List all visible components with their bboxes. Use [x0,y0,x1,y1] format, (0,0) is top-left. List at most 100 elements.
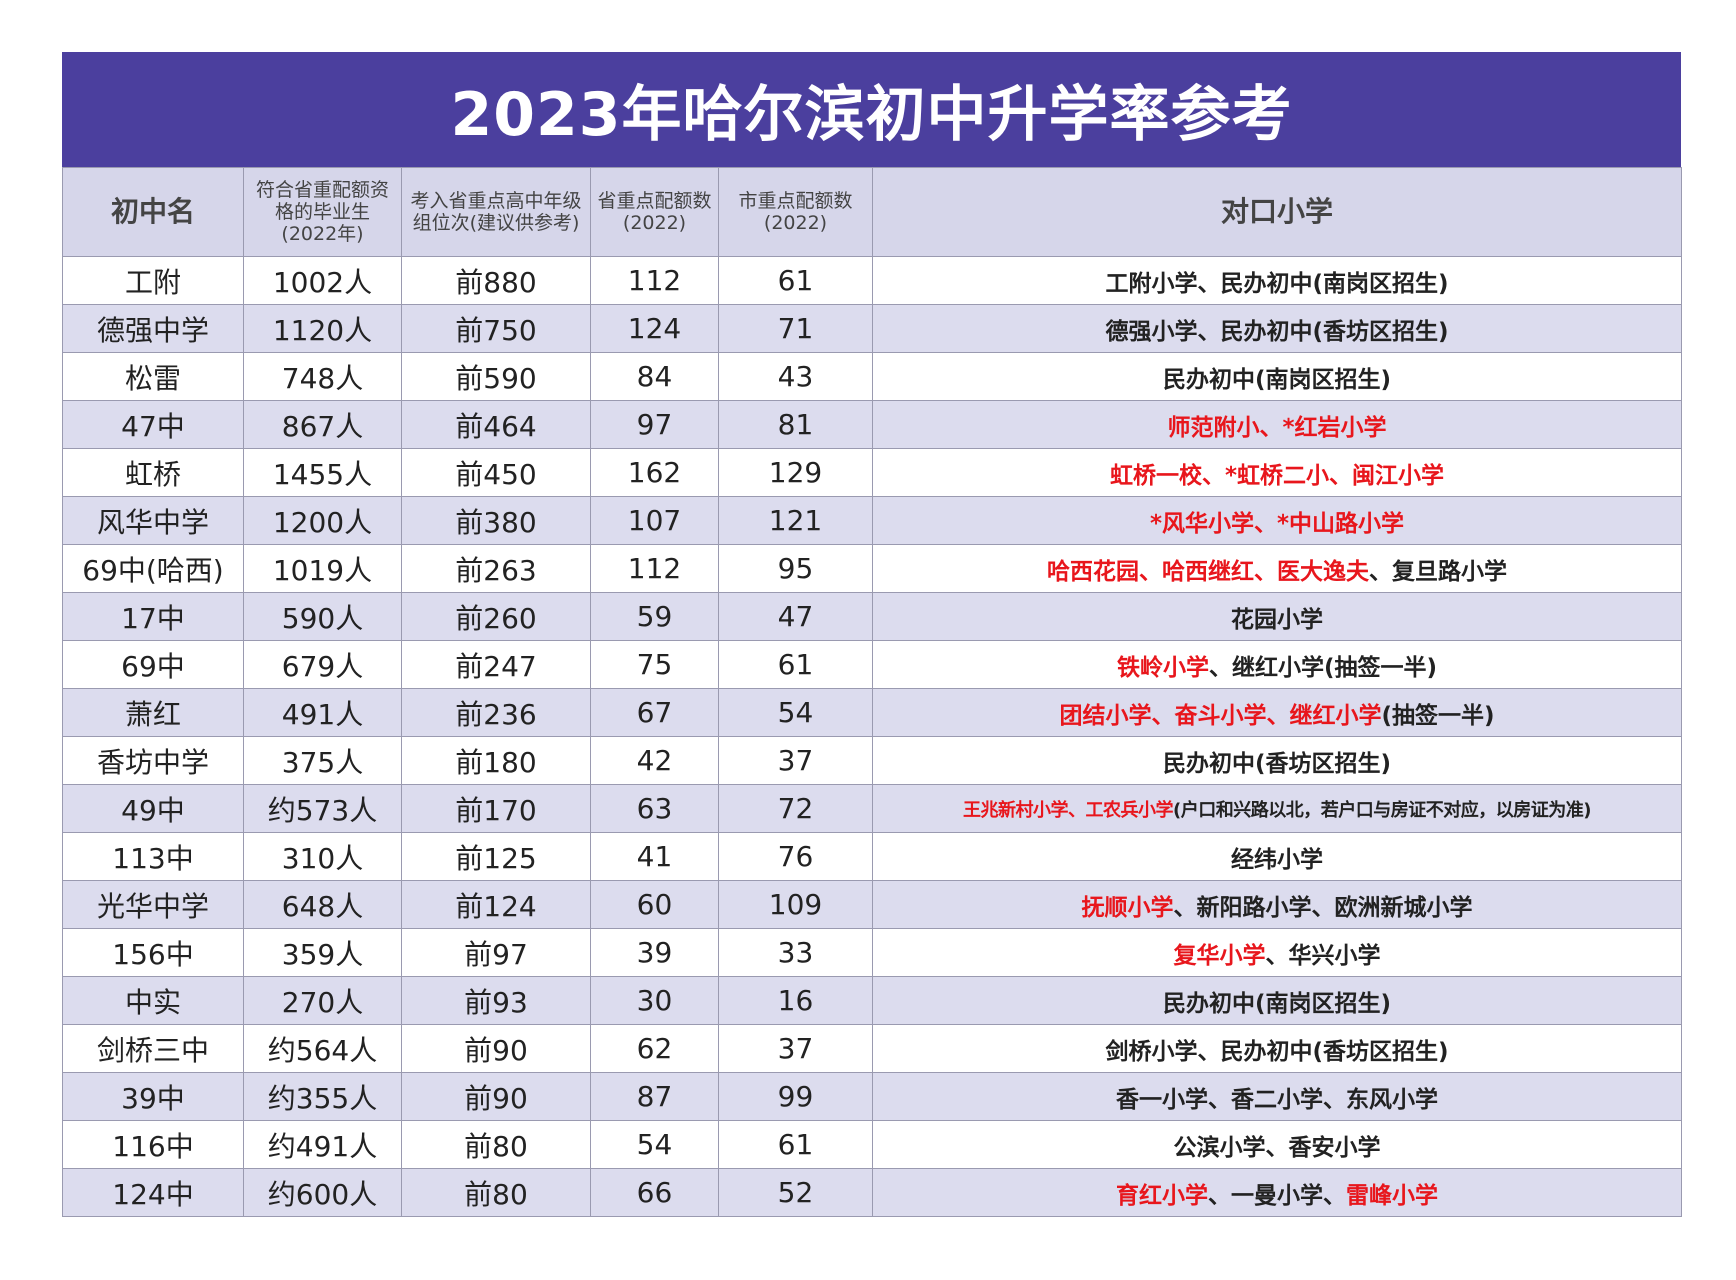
table-cell: 679人 [243,640,402,689]
school-text: 花园小学 [1231,606,1323,633]
table-cell: 87 [590,1072,719,1121]
table-cell: 124 [590,304,719,353]
table-cell: 310人 [243,832,402,881]
school-text: *风华小学、*中山路小学 [1149,510,1405,537]
table-cell: 129 [718,448,873,497]
table-cell: 德强中学 [62,304,244,353]
table-body: 工附 1002人 前880 112 61 工附小学、民办初中(南岗区招生) 德强中学 1120… [62,256,1682,1217]
table-cell: 前97 [401,928,591,977]
table-cell: 松雷 [62,352,244,401]
table-cell: 124中 [62,1168,244,1217]
school-cell: *风华小学、*中山路小学 [872,496,1682,545]
table-row: 17中 590人 前260 59 47 花园小学 [62,592,1682,641]
title: 2023年哈尔滨初中升学率参考 [62,52,1681,167]
school-cell: 民办初中(南岗区招生) [872,976,1682,1025]
table-cell: 16 [718,976,873,1025]
table-cell: 前180 [401,736,591,785]
table-cell: 风华中学 [62,496,244,545]
table-cell: 748人 [243,352,402,401]
sheet: 2023年哈尔滨初中升学率参考 初中名 符合省重配额资格的毕业生(2022年) 考入… [62,52,1682,1217]
table-cell: 前170 [401,784,591,833]
table-cell: 17中 [62,592,244,641]
school-text: 工附小学、民办初中(南岗区招生) [1105,270,1449,297]
table-cell: 1120人 [243,304,402,353]
table-cell: 1455人 [243,448,402,497]
table-cell: 约491人 [243,1120,402,1169]
header-cell: 对口小学 [872,167,1682,257]
school-cell: 公滨小学、香安小学 [872,1120,1682,1169]
school-text: 、一曼小学、 [1208,1182,1346,1209]
school-text: 香一小学、香二小学、东风小学 [1116,1086,1438,1113]
table-cell: 43 [718,352,873,401]
table-row: 69中(哈西) 1019人 前263 112 95 哈西花园、哈西继红、医大逸夫、复旦路小… [62,544,1682,593]
table-row: 中实 270人 前93 30 16 民办初中(南岗区招生) [62,976,1682,1025]
table-cell: 前590 [401,352,591,401]
table-cell: 前450 [401,448,591,497]
school-cell: 德强小学、民办初中(香坊区招生) [872,304,1682,353]
school-cell: 花园小学 [872,592,1682,641]
table-row: 39中 约355人 前90 87 99 香一小学、香二小学、东风小学 [62,1072,1682,1121]
header-cell: 省重点配额数(2022) [590,167,719,257]
table-cell: 香坊中学 [62,736,244,785]
table-cell: 359人 [243,928,402,977]
table-cell: 66 [590,1168,719,1217]
school-text: (户口和兴路以北，若户口与房证不对应，以房证为准) [1173,799,1591,821]
table-cell: 648人 [243,880,402,929]
table-row: 156中 359人 前97 39 33 复华小学、华兴小学 [62,928,1682,977]
table-cell: 71 [718,304,873,353]
table-cell: 前247 [401,640,591,689]
school-text: 、华兴小学 [1265,942,1381,969]
table-row: 德强中学 1120人 前750 124 71 德强小学、民办初中(香坊区招生) [62,304,1682,353]
table-row: 香坊中学 375人 前180 42 37 民办初中(香坊区招生) [62,736,1682,785]
table-cell: 约600人 [243,1168,402,1217]
table-cell: 113中 [62,832,244,881]
table-cell: 前236 [401,688,591,737]
table-row: 剑桥三中 约564人 前90 62 37 剑桥小学、民办初中(香坊区招生) [62,1024,1682,1073]
school-cell: 虹桥一校、*虹桥二小、闽江小学 [872,448,1682,497]
table-cell: 61 [718,256,873,305]
header-row: 初中名 符合省重配额资格的毕业生(2022年) 考入省重点高中年级组位次(建议供参考… [62,167,1682,257]
school-text: 王兆新村小学、工农兵小学 [963,799,1174,821]
school-cell: 工附小学、民办初中(南岗区招生) [872,256,1682,305]
table-cell: 前464 [401,400,591,449]
table-row: 47中 867人 前464 97 81 师范附小、*红岩小学 [62,400,1682,449]
table-cell: 47中 [62,400,244,449]
table-cell: 67 [590,688,719,737]
table-cell: 39中 [62,1072,244,1121]
table-cell: 39 [590,928,719,977]
table-cell: 107 [590,496,719,545]
table-cell: 37 [718,736,873,785]
table-row: 工附 1002人 前880 112 61 工附小学、民办初中(南岗区招生) [62,256,1682,305]
table-cell: 49中 [62,784,244,833]
table-cell: 1002人 [243,256,402,305]
school-cell: 哈西花园、哈西继红、医大逸夫、复旦路小学 [872,544,1682,593]
table-cell: 54 [590,1120,719,1169]
school-text: 剑桥小学、民办初中(香坊区招生) [1105,1038,1449,1065]
school-text: 、复旦路小学 [1369,558,1507,585]
table-row: 113中 310人 前125 41 76 经纬小学 [62,832,1682,881]
table-cell: 前750 [401,304,591,353]
header-cell: 考入省重点高中年级组位次(建议供参考) [401,167,591,257]
table-row: 49中 约573人 前170 63 72 王兆新村小学、工农兵小学(户口和兴路以北，若户口… [62,784,1682,833]
table-cell: 112 [590,256,719,305]
school-text: 哈西花园、哈西继红、医大逸夫 [1047,558,1369,585]
school-text: 团结小学、奋斗小学、继红小学 [1059,702,1382,729]
table-cell: 37 [718,1024,873,1073]
table-row: 124中 约600人 前80 66 52 育红小学、一曼小学、雷峰小学 [62,1168,1682,1217]
school-cell: 剑桥小学、民办初中(香坊区招生) [872,1024,1682,1073]
school-cell: 铁岭小学、继红小学(抽签一半) [872,640,1682,689]
table-cell: 中实 [62,976,244,1025]
table-cell: 109 [718,880,873,929]
school-text: 民办初中(南岗区招生) [1162,366,1392,393]
table-cell: 375人 [243,736,402,785]
table-cell: 81 [718,400,873,449]
table-row: 松雷 748人 前590 84 43 民办初中(南岗区招生) [62,352,1682,401]
table-cell: 112 [590,544,719,593]
school-cell: 育红小学、一曼小学、雷峰小学 [872,1168,1682,1217]
school-text: 公滨小学、香安小学 [1173,1134,1381,1161]
table-cell: 前124 [401,880,591,929]
table-cell: 剑桥三中 [62,1024,244,1073]
table-cell: 前80 [401,1120,591,1169]
table-cell: 前80 [401,1168,591,1217]
